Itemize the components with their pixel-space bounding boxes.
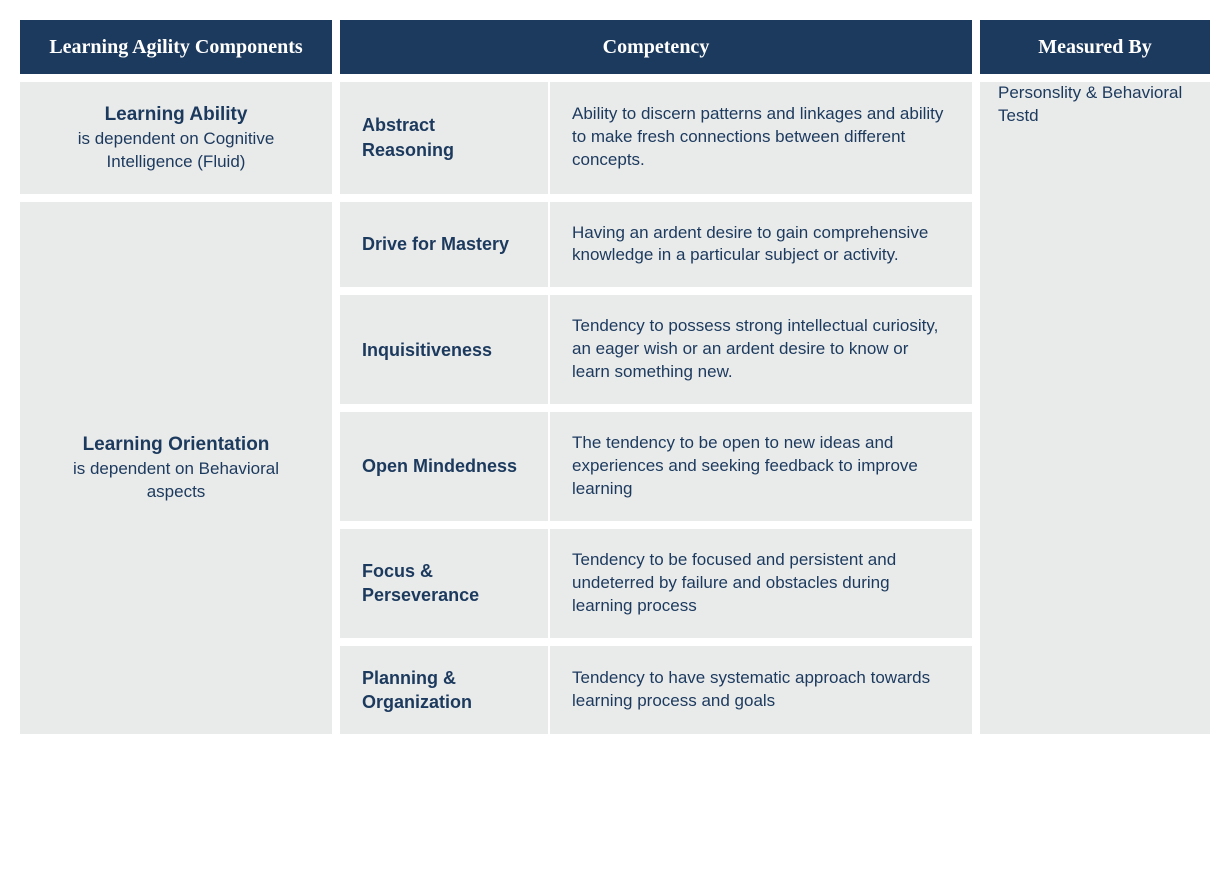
component-learning-orientation: Learning Orientation is dependent on Beh… bbox=[20, 194, 340, 735]
competency-desc-focus-perseverance: Tendency to be focused and persistent an… bbox=[550, 521, 980, 638]
component-learning-ability: Learning Ability is dependent on Cogniti… bbox=[20, 74, 340, 194]
component-title: Learning Orientation bbox=[42, 432, 310, 458]
measured-by-text: Personslity & Behavioral Testd bbox=[998, 82, 1192, 128]
competency-name-open-mindedness: Open Mindedness bbox=[340, 404, 550, 521]
header-measured-by: Measured By bbox=[980, 20, 1210, 74]
learning-agility-table: Learning Agility Components Competency M… bbox=[20, 20, 1210, 734]
component-subtitle: is dependent on Cognitive Intelligence (… bbox=[42, 128, 310, 174]
header-components: Learning Agility Components bbox=[20, 20, 340, 74]
competency-desc-inquisitiveness: Tendency to possess strong intellectual … bbox=[550, 287, 980, 404]
competency-name-abstract-reasoning: Abstract Reasoning bbox=[340, 74, 550, 194]
measured-by-cell: Personslity & Behavioral Testd bbox=[980, 74, 1210, 734]
competency-name-focus-perseverance: Focus & Perseverance bbox=[340, 521, 550, 638]
competency-name-drive-for-mastery: Drive for Mastery bbox=[340, 194, 550, 288]
competency-desc-planning-organization: Tendency to have systematic approach tow… bbox=[550, 638, 980, 735]
competency-desc-open-mindedness: The tendency to be open to new ideas and… bbox=[550, 404, 980, 521]
component-subtitle: is dependent on Behavioral aspects bbox=[42, 458, 310, 504]
component-title: Learning Ability bbox=[42, 102, 310, 128]
header-competency: Competency bbox=[340, 20, 980, 74]
competency-desc-drive-for-mastery: Having an ardent desire to gain comprehe… bbox=[550, 194, 980, 288]
competency-name-planning-organization: Planning & Organization bbox=[340, 638, 550, 735]
competency-name-inquisitiveness: Inquisitiveness bbox=[340, 287, 550, 404]
competency-desc-abstract-reasoning: Ability to discern patterns and linkages… bbox=[550, 74, 980, 194]
